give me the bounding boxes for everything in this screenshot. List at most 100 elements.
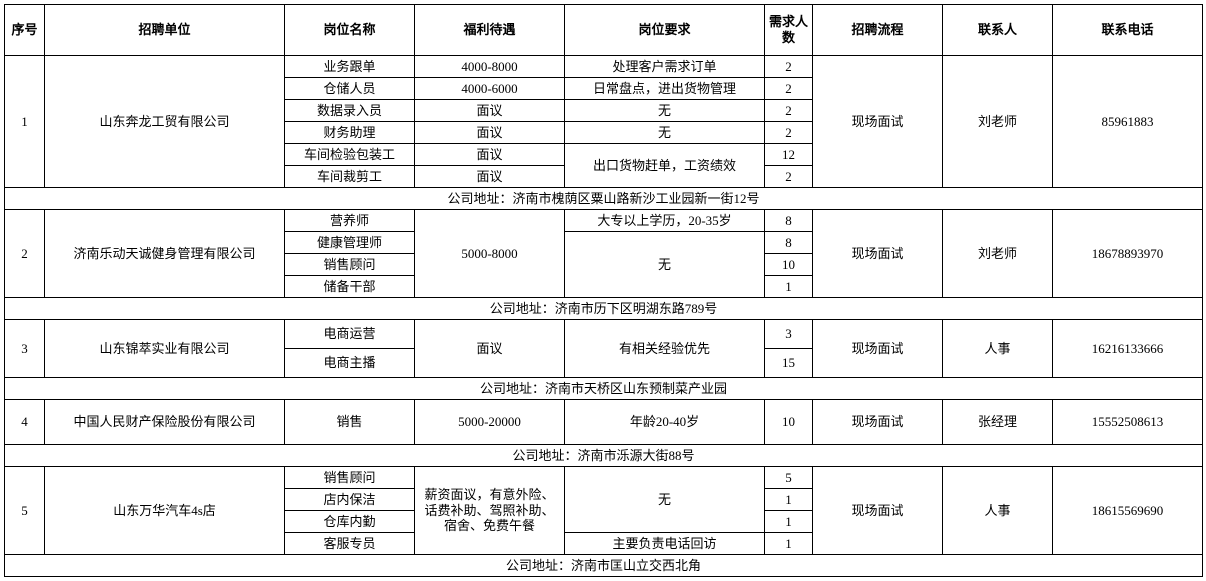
- cell-benefit: 5000-20000: [415, 400, 565, 445]
- cell-position: 销售: [285, 400, 415, 445]
- cell-seq: 2: [5, 210, 45, 298]
- cell-requirement: 无: [565, 122, 765, 144]
- cell-count: 15: [765, 349, 813, 378]
- cell-requirement: 无: [565, 100, 765, 122]
- cell-phone: 18678893970: [1053, 210, 1203, 298]
- cell-phone: 18615569690: [1053, 467, 1203, 555]
- cell-benefit: 4000-8000: [415, 56, 565, 78]
- cell-requirement: 出口货物赶单，工资绩效: [565, 144, 765, 188]
- cell-contact: 人事: [943, 320, 1053, 378]
- cell-requirement: 日常盘点，进出货物管理: [565, 78, 765, 100]
- cell-requirement: 处理客户需求订单: [565, 56, 765, 78]
- col-contact: 联系人: [943, 5, 1053, 56]
- cell-position: 仓储人员: [285, 78, 415, 100]
- cell-count: 8: [765, 232, 813, 254]
- cell-position: 店内保洁: [285, 489, 415, 511]
- cell-company: 山东万华汽车4s店: [45, 467, 285, 555]
- cell-address: 公司地址：济南市天桥区山东预制菜产业园: [5, 378, 1203, 400]
- cell-requirement: 主要负责电话回访: [565, 533, 765, 555]
- cell-seq: 1: [5, 56, 45, 188]
- cell-process: 现场面试: [813, 210, 943, 298]
- cell-count: 10: [765, 400, 813, 445]
- cell-requirement: 年龄20-40岁: [565, 400, 765, 445]
- cell-company: 山东锦萃实业有限公司: [45, 320, 285, 378]
- cell-address: 公司地址：济南市历下区明湖东路789号: [5, 298, 1203, 320]
- cell-benefit: 面议: [415, 122, 565, 144]
- cell-address: 公司地址：济南市匡山立交西北角: [5, 555, 1203, 577]
- col-process: 招聘流程: [813, 5, 943, 56]
- table-row: 4中国人民财产保险股份有限公司销售5000-20000年龄20-40岁10现场面…: [5, 400, 1203, 445]
- col-benefit: 福利待遇: [415, 5, 565, 56]
- cell-position: 销售顾问: [285, 467, 415, 489]
- cell-position: 电商运营: [285, 320, 415, 349]
- cell-position: 车间检验包装工: [285, 144, 415, 166]
- cell-position: 车间裁剪工: [285, 166, 415, 188]
- cell-process: 现场面试: [813, 320, 943, 378]
- cell-count: 8: [765, 210, 813, 232]
- cell-position: 销售顾问: [285, 254, 415, 276]
- cell-company: 济南乐动天诚健身管理有限公司: [45, 210, 285, 298]
- cell-count: 12: [765, 144, 813, 166]
- table-row: 3山东锦萃实业有限公司电商运营面议有相关经验优先3现场面试人事162161336…: [5, 320, 1203, 349]
- recruitment-table: 序号 招聘单位 岗位名称 福利待遇 岗位要求 需求人数 招聘流程 联系人 联系电…: [4, 4, 1203, 577]
- cell-requirement: 大专以上学历，20-35岁: [565, 210, 765, 232]
- cell-process: 现场面试: [813, 467, 943, 555]
- cell-contact: 刘老师: [943, 56, 1053, 188]
- cell-requirement: 无: [565, 232, 765, 298]
- cell-benefit: 面议: [415, 100, 565, 122]
- address-row: 公司地址：济南市天桥区山东预制菜产业园: [5, 378, 1203, 400]
- cell-contact: 刘老师: [943, 210, 1053, 298]
- cell-benefit: 面议: [415, 166, 565, 188]
- col-seq: 序号: [5, 5, 45, 56]
- address-row: 公司地址：济南市槐荫区粟山路新沙工业园新一街12号: [5, 188, 1203, 210]
- cell-company: 山东奔龙工贸有限公司: [45, 56, 285, 188]
- cell-phone: 16216133666: [1053, 320, 1203, 378]
- cell-position: 健康管理师: [285, 232, 415, 254]
- table-row: 2济南乐动天诚健身管理有限公司营养师5000-8000大专以上学历，20-35岁…: [5, 210, 1203, 232]
- cell-phone: 85961883: [1053, 56, 1203, 188]
- cell-seq: 5: [5, 467, 45, 555]
- cell-count: 10: [765, 254, 813, 276]
- cell-position: 电商主播: [285, 349, 415, 378]
- cell-count: 3: [765, 320, 813, 349]
- cell-benefit: 面议: [415, 320, 565, 378]
- cell-seq: 3: [5, 320, 45, 378]
- address-row: 公司地址：济南市历下区明湖东路789号: [5, 298, 1203, 320]
- cell-position: 储备干部: [285, 276, 415, 298]
- cell-benefit: 面议: [415, 144, 565, 166]
- col-requirement: 岗位要求: [565, 5, 765, 56]
- cell-address: 公司地址：济南市槐荫区粟山路新沙工业园新一街12号: [5, 188, 1203, 210]
- cell-position: 营养师: [285, 210, 415, 232]
- cell-count: 1: [765, 489, 813, 511]
- col-count: 需求人数: [765, 5, 813, 56]
- cell-count: 2: [765, 100, 813, 122]
- address-row: 公司地址：济南市匡山立交西北角: [5, 555, 1203, 577]
- cell-requirement: 无: [565, 467, 765, 533]
- cell-benefit: 5000-8000: [415, 210, 565, 298]
- cell-seq: 4: [5, 400, 45, 445]
- cell-benefit: 4000-6000: [415, 78, 565, 100]
- col-company: 招聘单位: [45, 5, 285, 56]
- address-row: 公司地址：济南市泺源大街88号: [5, 445, 1203, 467]
- cell-company: 中国人民财产保险股份有限公司: [45, 400, 285, 445]
- cell-phone: 15552508613: [1053, 400, 1203, 445]
- table-row: 1山东奔龙工贸有限公司业务跟单4000-8000处理客户需求订单2现场面试刘老师…: [5, 56, 1203, 78]
- cell-count: 2: [765, 166, 813, 188]
- header-row: 序号 招聘单位 岗位名称 福利待遇 岗位要求 需求人数 招聘流程 联系人 联系电…: [5, 5, 1203, 56]
- cell-position: 客服专员: [285, 533, 415, 555]
- cell-position: 业务跟单: [285, 56, 415, 78]
- cell-requirement: 有相关经验优先: [565, 320, 765, 378]
- cell-address: 公司地址：济南市泺源大街88号: [5, 445, 1203, 467]
- cell-count: 2: [765, 122, 813, 144]
- cell-process: 现场面试: [813, 400, 943, 445]
- cell-position: 财务助理: [285, 122, 415, 144]
- cell-count: 2: [765, 56, 813, 78]
- cell-position: 数据录入员: [285, 100, 415, 122]
- col-phone: 联系电话: [1053, 5, 1203, 56]
- cell-count: 2: [765, 78, 813, 100]
- cell-count: 1: [765, 533, 813, 555]
- table-row: 5山东万华汽车4s店销售顾问薪资面议，有意外险、话费补助、驾照补助、宿舍、免费午…: [5, 467, 1203, 489]
- cell-contact: 人事: [943, 467, 1053, 555]
- cell-count: 5: [765, 467, 813, 489]
- cell-count: 1: [765, 276, 813, 298]
